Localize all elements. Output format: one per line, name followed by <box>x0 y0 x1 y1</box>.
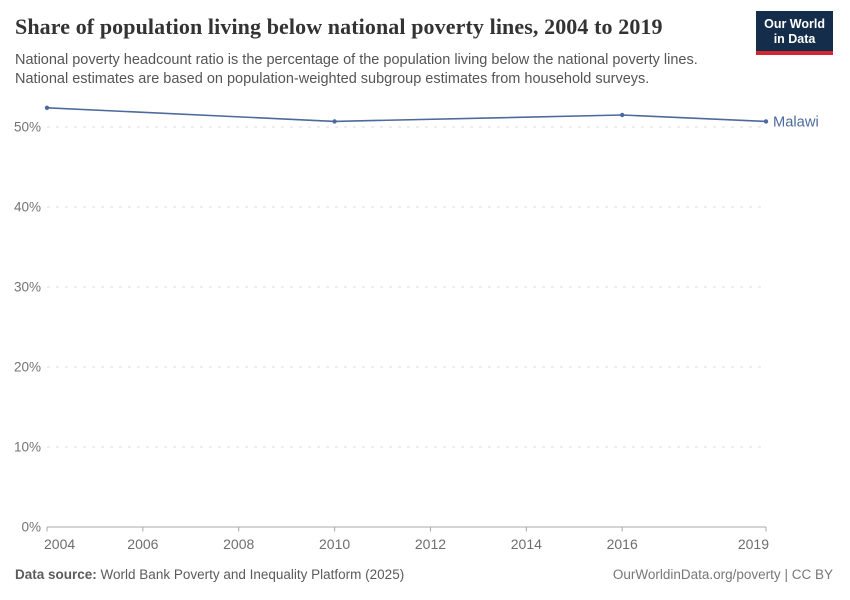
y-tick-label: 0% <box>21 520 41 535</box>
attribution-url[interactable]: OurWorldinData.org/poverty <box>612 567 781 582</box>
x-tick-label: 2014 <box>511 536 542 552</box>
owid-logo-line1: Our World <box>764 17 825 31</box>
owid-logo: Our World in Data <box>756 11 833 55</box>
data-point[interactable] <box>620 112 625 118</box>
page-title: Share of population living below nationa… <box>15 14 663 39</box>
data-source-value: World Bank Poverty and Inequality Platfo… <box>100 567 405 582</box>
y-tick-label: 30% <box>14 280 41 295</box>
y-tick-label: 10% <box>14 440 41 455</box>
chart-footer: Data source: World Bank Poverty and Ineq… <box>15 567 833 582</box>
attribution-separator: | <box>784 567 788 582</box>
x-tick-label: 2012 <box>415 536 446 552</box>
chart-subtitle-line1: National poverty headcount ratio is the … <box>15 52 698 68</box>
data-point[interactable] <box>44 105 50 111</box>
data-point[interactable] <box>332 119 337 124</box>
x-tick-label: 2019 <box>738 536 769 552</box>
attribution: OurWorldinData.org/poverty | CC BY <box>613 567 833 582</box>
x-tick-label: 2008 <box>223 536 254 552</box>
data-source: Data source: World Bank Poverty and Ineq… <box>15 567 404 582</box>
owid-logo-line2: in Data <box>773 32 816 46</box>
x-tick-label: 2010 <box>319 536 350 552</box>
x-tick-label: 2016 <box>607 536 638 552</box>
x-tick-label: 2006 <box>127 536 158 552</box>
attribution-license[interactable]: CC BY <box>791 567 833 582</box>
data-point[interactable] <box>763 119 769 124</box>
series-line[interactable] <box>46 107 767 123</box>
chart-subtitle-line2: National estimates are based on populati… <box>15 71 650 87</box>
y-tick-label: 20% <box>14 360 41 375</box>
y-tick-label: 50% <box>14 120 41 135</box>
series-label[interactable]: Malawi <box>773 114 819 130</box>
data-source-label: Data source: <box>15 567 97 582</box>
y-tick-label: 40% <box>14 200 41 215</box>
x-tick-label: 2004 <box>44 536 75 552</box>
